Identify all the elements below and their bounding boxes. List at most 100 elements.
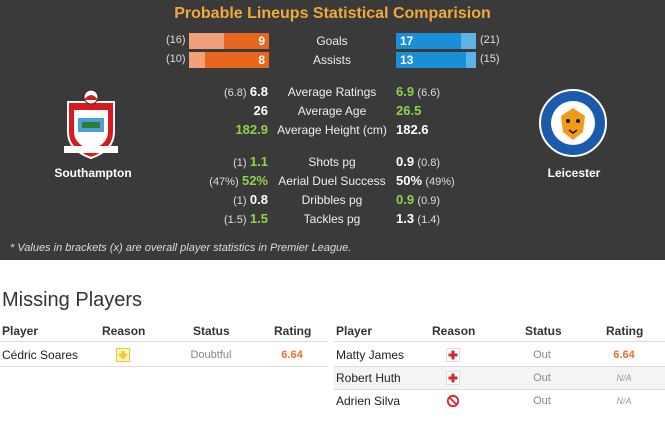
away-bracket: (49%) <box>425 176 455 188</box>
home-goals-bar: 9 <box>189 33 269 49</box>
away-value: 182.6 <box>396 122 429 137</box>
away-value: 0.9 <box>396 154 415 169</box>
stat-label-dribbles: Dribbles pg <box>301 193 363 207</box>
away-bracket: (6.6) <box>417 87 441 99</box>
home-header-divider <box>0 341 328 342</box>
home-header-status: Status <box>193 324 230 338</box>
player-name[interactable]: Adrien Silva <box>336 394 401 408</box>
assists-label: Assists <box>312 53 351 67</box>
away-header-status: Status <box>525 324 562 338</box>
home-value: 1.5 <box>249 211 268 226</box>
home-assists-bar: 8 <box>189 52 269 68</box>
goals-label: Goals <box>316 34 348 48</box>
comparison-title: Probable Lineups Statistical Comparision <box>174 5 491 22</box>
away-header-divider <box>334 341 665 342</box>
stat-row-aerial-away: 50% (49%) <box>396 173 455 188</box>
status-text: Doubtful <box>190 349 232 361</box>
away-header-rating: Rating <box>606 324 644 338</box>
stat-row-dribbles-away: 0.9 (0.9) <box>396 192 440 207</box>
away-header-player: Player <box>336 324 373 338</box>
stat-row-average-height-home: 182.9 <box>196 122 268 137</box>
home-value: 6.8 <box>249 84 268 99</box>
home-team-name[interactable]: Southampton <box>54 166 132 180</box>
home-assists-fill <box>205 52 269 68</box>
southampton-crest-icon[interactable] <box>60 88 122 160</box>
away-header-reason: Reason <box>432 324 476 338</box>
rating-value: N/A <box>616 396 632 406</box>
row-divider <box>334 389 665 390</box>
player-name[interactable]: Cédric Soares <box>2 348 79 362</box>
away-goals-bracket: (21) <box>480 34 500 46</box>
home-value: 26 <box>253 103 268 118</box>
player-name[interactable]: Robert Huth <box>336 371 401 385</box>
home-header-reason: Reason <box>102 324 146 338</box>
yellow-cross-icon <box>116 348 130 362</box>
stat-label-average-age: Average Age <box>297 104 367 118</box>
table-row: Robert Huth Out N/A <box>334 367 665 389</box>
stat-row-average-age-home: 26 <box>196 103 268 118</box>
stat-row-average-ratings-away: 6.9 (6.6) <box>396 84 440 99</box>
player-name[interactable]: Matty James <box>336 348 405 362</box>
home-header-rating: Rating <box>274 324 312 338</box>
away-assists-bracket: (15) <box>480 53 500 65</box>
stat-label-aerial: Aerial Duel Success <box>278 174 386 188</box>
away-value: 26.5 <box>396 103 422 118</box>
status-text: Out <box>533 372 551 384</box>
row-divider <box>0 366 328 367</box>
away-value: 6.9 <box>396 84 415 99</box>
home-goals-value: 9 <box>258 34 265 48</box>
footnote: * Values in brackets (x) are overall pla… <box>10 242 352 254</box>
home-value: 0.8 <box>249 192 268 207</box>
stat-row-average-ratings-home: (6.8) 6.8 <box>196 84 268 99</box>
home-assists-bracket: (10) <box>166 53 186 65</box>
stat-label-tackles: Tackles pg <box>303 212 361 226</box>
home-bracket: (47%) <box>209 176 239 188</box>
comparison-panel: Probable Lineups Statistical Comparision… <box>0 0 665 260</box>
away-bracket: (0.8) <box>417 157 441 169</box>
away-goals-bar: 17 <box>396 33 476 49</box>
home-goals-bracket: (16) <box>166 34 186 46</box>
stat-row-tackles-away: 1.3 (1.4) <box>396 211 440 226</box>
away-value: 1.3 <box>396 211 415 226</box>
away-goals-value: 17 <box>400 34 414 48</box>
row-divider <box>334 366 665 367</box>
away-team-name[interactable]: Leicester <box>547 166 601 180</box>
home-bracket: (1.5) <box>223 214 247 226</box>
stat-row-shots-home: (1) 1.1 <box>196 154 268 169</box>
home-bracket: (6.8) <box>223 87 247 99</box>
rating-value: N/A <box>616 373 632 383</box>
injury-icon <box>446 371 460 385</box>
away-value: 0.9 <box>396 192 415 207</box>
away-assists-fill <box>396 52 466 68</box>
rating-value: 6.64 <box>281 349 303 361</box>
home-value: 52% <box>241 173 268 188</box>
home-bracket: (1) <box>233 157 247 169</box>
leicester-crest-icon[interactable] <box>538 88 608 158</box>
stat-label-shots: Shots pg <box>308 155 356 169</box>
stat-row-shots-away: 0.9 (0.8) <box>396 154 440 169</box>
status-text: Out <box>533 395 551 407</box>
status-text: Out <box>533 349 551 361</box>
away-assists-bar: 13 <box>396 52 476 68</box>
away-assists-value: 13 <box>400 53 414 67</box>
suspended-icon <box>446 394 460 408</box>
stat-label-average-height: Average Height (cm) <box>277 123 387 137</box>
missing-players-title: Missing Players <box>2 289 143 311</box>
stat-row-tackles-home: (1.5) 1.5 <box>196 211 268 226</box>
home-goals-fill <box>224 33 269 49</box>
home-assists-value: 8 <box>258 53 265 67</box>
stat-label-average-ratings: Average Ratings <box>287 85 377 99</box>
stat-row-dribbles-home: (1) 0.8 <box>196 192 268 207</box>
away-goals-fill <box>396 33 461 49</box>
stat-row-average-age-away: 26.5 <box>396 103 421 118</box>
home-bracket: (1) <box>233 195 247 207</box>
stat-row-average-height-away: 182.6 <box>396 122 429 137</box>
home-value: 182.9 <box>235 122 268 137</box>
rating-value: 6.64 <box>613 349 635 361</box>
away-value: 50% <box>396 173 423 188</box>
home-value: 1.1 <box>249 154 268 169</box>
injury-icon <box>446 348 460 362</box>
away-bracket: (1.4) <box>417 214 441 226</box>
away-bracket: (0.9) <box>417 195 441 207</box>
home-header-player: Player <box>2 324 39 338</box>
